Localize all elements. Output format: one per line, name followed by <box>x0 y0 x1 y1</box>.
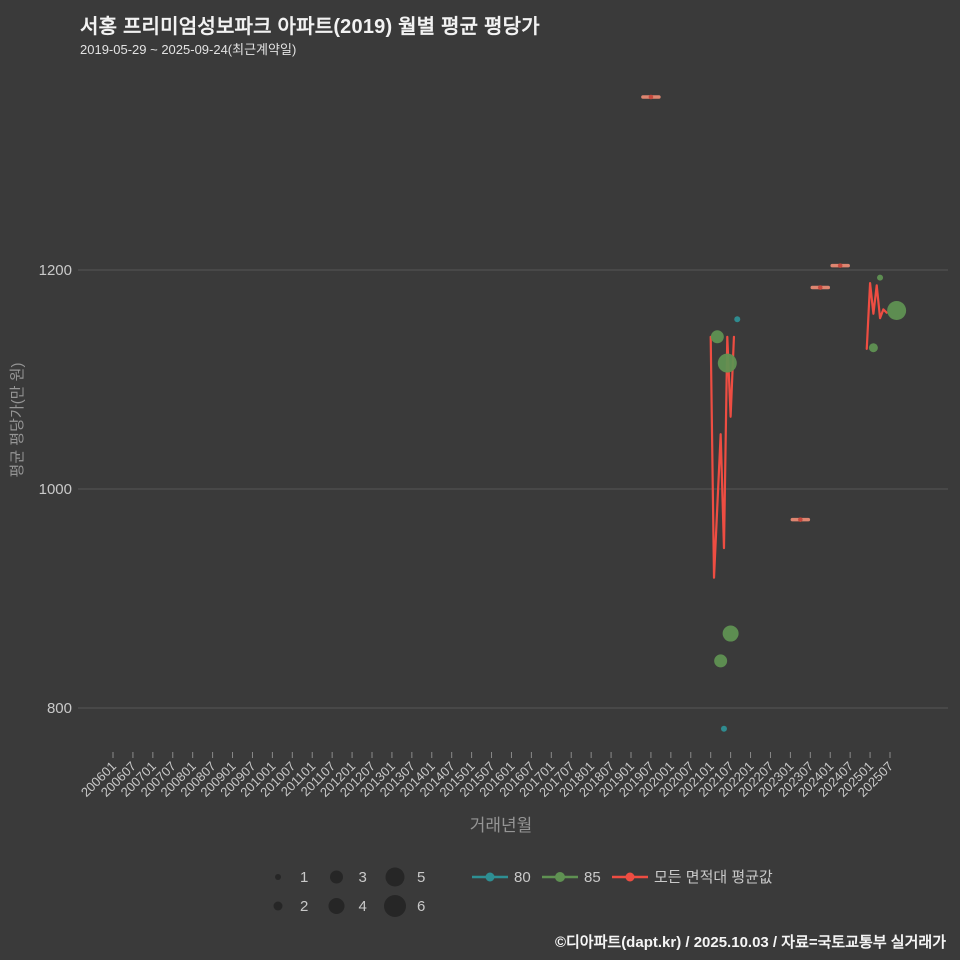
y-tick-label: 1000 <box>39 481 72 498</box>
avg-line <box>865 282 888 350</box>
size-legend-swatch <box>384 895 406 917</box>
bubble-85 <box>868 343 878 353</box>
size-legend-label: 6 <box>417 898 425 915</box>
size-legend-swatch <box>328 898 345 914</box>
size-legend-swatch <box>330 870 343 884</box>
avg-dash-dot <box>798 517 803 522</box>
y-tick-label: 800 <box>47 700 72 717</box>
bubble-85 <box>887 301 907 321</box>
bubble-85 <box>714 654 728 668</box>
bubble-80 <box>734 316 741 323</box>
size-legend-label: 5 <box>417 869 425 886</box>
bubble-85 <box>717 353 737 373</box>
chart-subtitle: 2019-05-29 ~ 2025-09-24(최근계약일) <box>80 42 297 57</box>
size-legend-label: 3 <box>359 869 367 886</box>
y-axis-title: 평균 평당가(만 원) <box>9 363 26 478</box>
x-axis-title: 거래년월 <box>470 816 533 835</box>
bubble-85 <box>710 330 724 344</box>
size-legend-label: 1 <box>300 869 308 886</box>
avg-dash-dot <box>817 285 823 290</box>
avg-dash-dot <box>837 263 843 268</box>
size-legend-swatch <box>273 901 283 911</box>
y-tick-label: 1200 <box>39 262 72 279</box>
series-legend-label: 85 <box>584 869 601 886</box>
series-legend-dot <box>625 872 635 882</box>
bubble-80 <box>720 725 727 732</box>
bubble-85 <box>722 625 739 642</box>
bubble-85 <box>877 274 884 281</box>
chart-title: 서홍 프리미엄성보파크 아파트(2019) 월별 평균 평당가 <box>80 16 540 38</box>
series-legend-dot <box>485 872 495 882</box>
size-legend-label: 2 <box>300 898 308 915</box>
source-credit: ©디아파트(dapt.kr) / 2025.10.03 / 자료=국토교통부 실… <box>554 934 946 951</box>
series-legend-dot <box>555 872 565 882</box>
size-legend-swatch <box>385 867 405 887</box>
avg-dash-dot <box>648 94 654 100</box>
series-legend-label: 모든 면적대 평균값 <box>654 869 773 886</box>
series-legend-label: 80 <box>514 869 531 886</box>
size-legend-swatch <box>275 874 281 880</box>
avg-line <box>709 335 736 579</box>
size-legend-label: 4 <box>359 898 367 915</box>
